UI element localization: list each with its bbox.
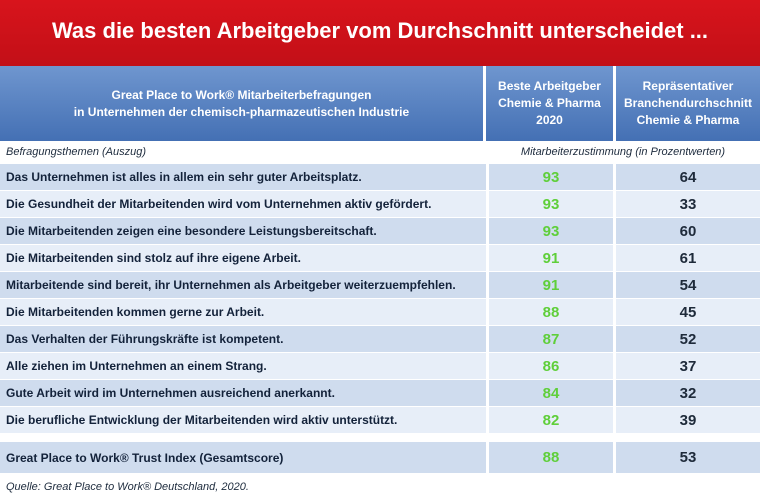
total-best-value: 88 bbox=[486, 442, 616, 474]
table-header-row: Great Place to Work® Mitarbeiterbefragun… bbox=[0, 66, 760, 141]
average-value: 60 bbox=[616, 218, 760, 245]
average-value: 54 bbox=[616, 272, 760, 299]
header-average-line-1: Repräsentativer bbox=[642, 79, 734, 93]
table-row: Die Mitarbeitenden zeigen eine besondere… bbox=[0, 218, 760, 245]
results-table: Great Place to Work® Mitarbeiterbefragun… bbox=[0, 66, 760, 474]
table-row: Die Gesundheit der Mitarbeitenden wird v… bbox=[0, 191, 760, 218]
row-label: Das Verhalten der Führungskräfte ist kom… bbox=[0, 326, 486, 353]
total-row: Great Place to Work® Trust Index (Gesamt… bbox=[0, 442, 760, 474]
table-row: Das Verhalten der Führungskräfte ist kom… bbox=[0, 326, 760, 353]
row-label: Die Gesundheit der Mitarbeitenden wird v… bbox=[0, 191, 486, 218]
page-title: Was die besten Arbeitgeber vom Durchschn… bbox=[0, 0, 760, 66]
row-label: Die berufliche Entwicklung der Mitarbeit… bbox=[0, 407, 486, 434]
total-average-value: 53 bbox=[616, 442, 760, 474]
header-average-line-3: Chemie & Pharma bbox=[636, 113, 740, 127]
row-separator bbox=[0, 434, 760, 442]
table-row: Mitarbeitende sind bereit, ihr Unternehm… bbox=[0, 272, 760, 299]
table-row: Die berufliche Entwicklung der Mitarbeit… bbox=[0, 407, 760, 434]
best-value: 88 bbox=[486, 299, 616, 326]
average-value: 61 bbox=[616, 245, 760, 272]
best-value: 93 bbox=[486, 191, 616, 218]
best-value: 91 bbox=[486, 245, 616, 272]
header-best-line-3: 2020 bbox=[536, 113, 563, 127]
average-value: 37 bbox=[616, 353, 760, 380]
row-label: Alle ziehen im Unternehmen an einem Stra… bbox=[0, 353, 486, 380]
header-average: Repräsentativer Branchendurchschnitt Che… bbox=[616, 66, 760, 141]
best-value: 93 bbox=[486, 218, 616, 245]
row-label: Das Unternehmen ist alles in allem ein s… bbox=[0, 164, 486, 191]
table-row: Die Mitarbeitenden kommen gerne zur Arbe… bbox=[0, 299, 760, 326]
subheader-values: Mitarbeiterzustimmung (in Prozentwerten) bbox=[486, 141, 760, 164]
best-value: 91 bbox=[486, 272, 616, 299]
average-value: 64 bbox=[616, 164, 760, 191]
best-value: 84 bbox=[486, 380, 616, 407]
source-note: Quelle: Great Place to Work® Deutschland… bbox=[6, 481, 249, 493]
average-value: 52 bbox=[616, 326, 760, 353]
row-separator-cell bbox=[0, 434, 760, 442]
row-label: Die Mitarbeitenden sind stolz auf ihre e… bbox=[0, 245, 486, 272]
table-row: Alle ziehen im Unternehmen an einem Stra… bbox=[0, 353, 760, 380]
total-label: Great Place to Work® Trust Index (Gesamt… bbox=[0, 442, 486, 474]
average-value: 45 bbox=[616, 299, 760, 326]
table-row: Das Unternehmen ist alles in allem ein s… bbox=[0, 164, 760, 191]
table-row: Die Mitarbeitenden sind stolz auf ihre e… bbox=[0, 245, 760, 272]
average-value: 32 bbox=[616, 380, 760, 407]
row-label: Gute Arbeit wird im Unternehmen ausreich… bbox=[0, 380, 486, 407]
best-value: 93 bbox=[486, 164, 616, 191]
header-best-line-2: Chemie & Pharma bbox=[498, 96, 601, 110]
header-topics-line-2: in Unternehmen der chemisch-pharmazeutis… bbox=[73, 104, 410, 119]
row-label: Die Mitarbeitenden kommen gerne zur Arbe… bbox=[0, 299, 486, 326]
row-label: Die Mitarbeitenden zeigen eine besondere… bbox=[0, 218, 486, 245]
table-row: Gute Arbeit wird im Unternehmen ausreich… bbox=[0, 380, 760, 407]
subheader-topics: Befragungsthemen (Auszug) bbox=[0, 141, 486, 164]
header-best: Beste Arbeitgeber Chemie & Pharma 2020 bbox=[486, 66, 616, 141]
average-value: 39 bbox=[616, 407, 760, 434]
header-topics: Great Place to Work® Mitarbeiterbefragun… bbox=[0, 66, 486, 141]
header-best-line-1: Beste Arbeitgeber bbox=[498, 79, 601, 93]
header-average-line-2: Branchendurchschnitt bbox=[623, 96, 752, 110]
best-value: 86 bbox=[486, 353, 616, 380]
subheader-row: Befragungsthemen (Auszug) Mitarbeiterzus… bbox=[0, 141, 760, 164]
best-value: 87 bbox=[486, 326, 616, 353]
best-value: 82 bbox=[486, 407, 616, 434]
average-value: 33 bbox=[616, 191, 760, 218]
row-label: Mitarbeitende sind bereit, ihr Unternehm… bbox=[0, 272, 486, 299]
header-topics-line-1: Great Place to Work® Mitarbeiterbefragun… bbox=[111, 87, 372, 102]
